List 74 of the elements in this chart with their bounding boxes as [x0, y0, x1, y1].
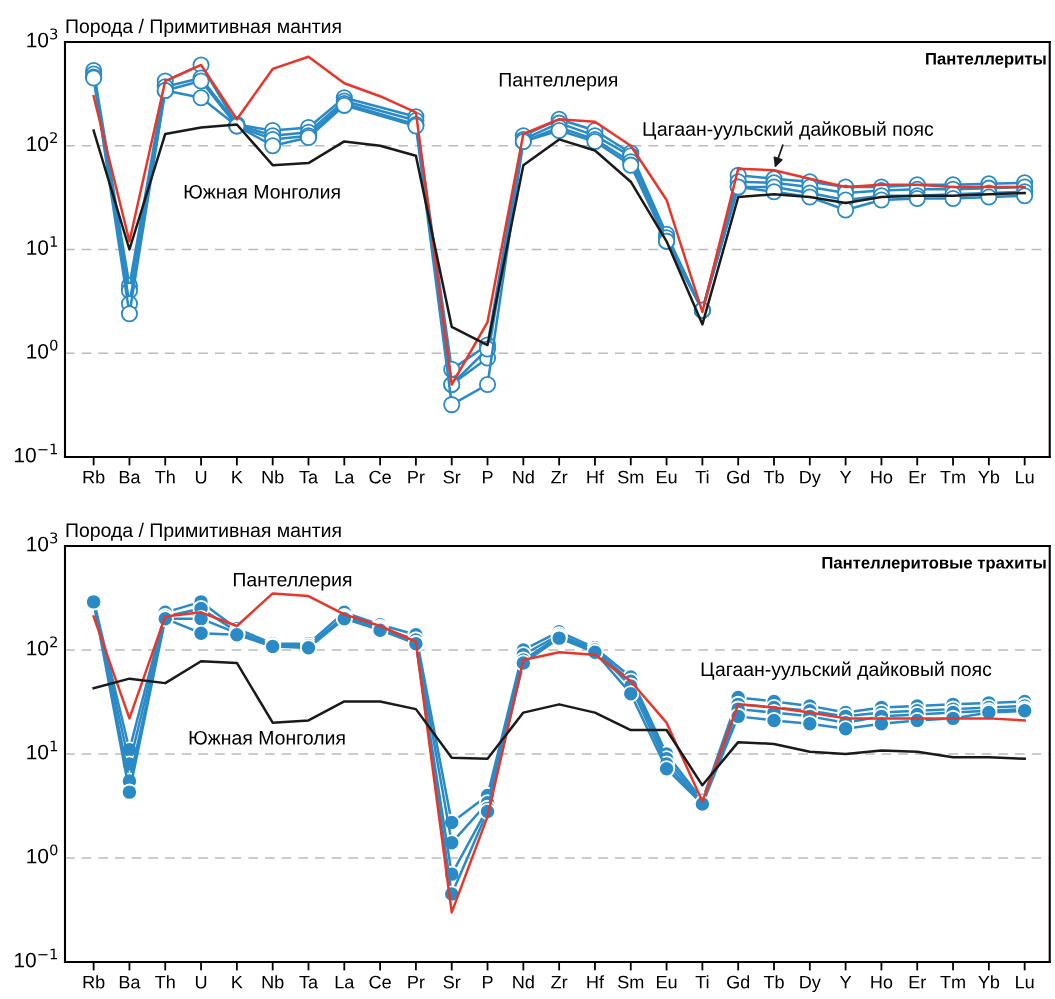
x-tick-label: Rb	[83, 470, 105, 484]
x-tick-label: Nb	[262, 975, 284, 989]
y-tick-label: 10$^{3}$	[27, 28, 58, 48]
y-tick-label: 10$^{0}$	[27, 339, 58, 359]
annotation: Цагаан-уульский дайковый пояс	[643, 121, 934, 140]
y-tick-label: 10$^{2}$	[27, 132, 57, 152]
y-tick-label: 10$^{1}$	[27, 236, 58, 255]
x-tick-label: Hf	[587, 470, 605, 484]
y-axis-title: Порода / Примитивная мантия	[66, 18, 341, 37]
x-tick-label: Zr	[551, 470, 568, 484]
x-tick-label: Y	[839, 470, 852, 484]
annotation: Цагаан-уульский дайковый пояс	[701, 661, 992, 681]
x-tick-label: Ba	[119, 975, 141, 989]
text: Пантеллеритовые трахиты	[822, 556, 1046, 572]
x-tick-label: P	[482, 975, 493, 989]
x-tick-label: Sm	[618, 975, 644, 989]
x-tick-label: Ho	[871, 470, 893, 484]
x-tick-label: Ce	[369, 975, 391, 989]
x-tick-label: Nb	[262, 470, 284, 484]
x-tick-label: Gd	[727, 470, 750, 484]
x-tick-label: Y	[839, 975, 852, 989]
x-tick-label: Ho	[871, 975, 893, 989]
x-tick-label: Tb	[763, 470, 784, 484]
y-tick-label: 10$^{−1}$	[15, 948, 57, 968]
x-tick-label: Sr	[443, 470, 461, 484]
x-tick-label: Eu	[657, 470, 677, 484]
x-tick-label: Lu	[1016, 470, 1034, 484]
y-tick-label: 10$^{1}$	[27, 740, 58, 760]
x-tick-label: Ti	[695, 975, 709, 989]
x-tick-label: Eu	[657, 975, 677, 989]
x-tick-label: Dy	[800, 470, 821, 488]
x-tick-label: Yb	[978, 975, 1000, 989]
x-tick-label: Zr	[551, 975, 568, 989]
x-tick-label: Sm	[618, 470, 644, 484]
x-tick-label: Nd	[513, 975, 534, 989]
y-tick-label: 10$^{−1}$	[15, 443, 57, 463]
x-tick-label: Tm	[940, 975, 965, 989]
x-tick-label: Ce	[369, 470, 391, 484]
x-tick-label: U	[195, 470, 207, 484]
y-tick-label: 10$^{0}$	[27, 844, 58, 864]
x-tick-label: Ti	[695, 470, 709, 484]
x-tick-label: La	[335, 975, 355, 989]
annotation: Пантеллерия	[499, 73, 618, 91]
annotation: Южная Монголия	[189, 730, 345, 745]
x-tick-label: Tb	[763, 975, 784, 989]
x-tick-label: Er	[909, 975, 926, 989]
x-tick-label: K	[232, 975, 243, 989]
annotation: Пантеллерия	[233, 572, 352, 591]
x-tick-label: Pr	[408, 975, 425, 989]
x-tick-label: Ta	[299, 470, 319, 484]
x-tick-label: Lu	[1016, 975, 1034, 989]
x-tick-label: Pr	[408, 470, 425, 484]
y-tick-label: 10$^{2}$	[27, 636, 57, 656]
x-tick-label: Gd	[727, 975, 750, 989]
text: Пантеллериты	[926, 52, 1046, 68]
x-tick-label: Yb	[978, 470, 1000, 484]
x-tick-label: Sr	[443, 975, 461, 989]
x-tick-label: Ba	[119, 470, 141, 484]
x-tick-label: Rb	[83, 975, 105, 989]
x-tick-label: U	[195, 975, 207, 989]
x-tick-label: Tm	[940, 470, 965, 484]
annotation: Южная Монголия	[184, 184, 340, 199]
x-tick-label: La	[335, 470, 355, 484]
x-tick-label: Th	[155, 470, 175, 484]
x-tick-label: Th	[155, 975, 175, 989]
x-tick-label: Dy	[800, 975, 821, 993]
x-tick-label: K	[232, 470, 243, 484]
x-tick-label: P	[482, 470, 493, 484]
x-tick-label: Ta	[299, 975, 319, 989]
y-axis-title: Порода / Примитивная мантия	[66, 522, 341, 541]
y-tick-label: 10$^{3}$	[27, 532, 58, 552]
x-tick-label: Nd	[513, 470, 534, 484]
x-tick-label: Er	[909, 470, 926, 484]
x-tick-label: Hf	[587, 975, 605, 989]
